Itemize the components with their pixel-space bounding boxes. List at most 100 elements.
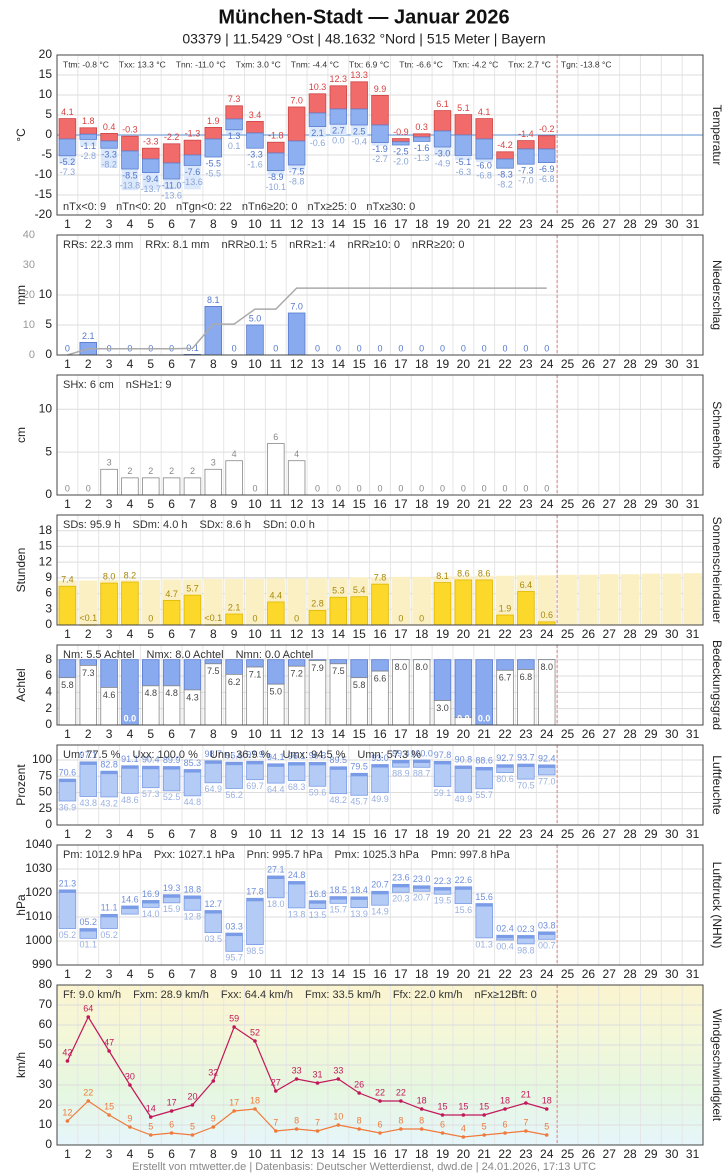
x-tick-label: 2 (85, 727, 92, 741)
point (503, 1131, 507, 1135)
x-tick-label: 24 (540, 217, 554, 231)
value-label: 12 (62, 1107, 72, 1117)
x-tick-label: 17 (394, 357, 408, 371)
ground-min-label: 0.0 (332, 136, 345, 146)
value-label: 4 (461, 1123, 466, 1133)
possible-bar (245, 578, 265, 625)
point (503, 1107, 507, 1111)
x-tick-label: 5 (147, 357, 154, 371)
bar (246, 324, 264, 356)
max-label: 91.1 (121, 754, 139, 764)
min-label: -7.5 (289, 166, 305, 176)
min-label: 59.1 (434, 788, 452, 798)
value-label: 15 (458, 1101, 468, 1111)
max-label: 24.8 (288, 870, 306, 880)
max-label: 90.4 (142, 755, 160, 765)
value-label: 59 (229, 1013, 239, 1023)
x-tick-label: 21 (478, 497, 492, 511)
min-label: 1.3 (228, 131, 241, 141)
point (399, 1127, 403, 1131)
x-tick-label: 5 (147, 627, 154, 641)
max-label: 1.8 (82, 116, 95, 126)
x-tick-label: 6 (168, 357, 175, 371)
x-tick-label: 26 (582, 827, 596, 841)
value-label: 18 (417, 1095, 427, 1105)
max-label: 18.4 (350, 885, 368, 895)
value-label: 0 (357, 343, 362, 353)
ground-min-label: -2.7 (372, 154, 388, 164)
y-tick-label: 100 (32, 752, 52, 766)
x-tick-label: 7 (189, 727, 196, 741)
min-label: 48.2 (330, 795, 348, 805)
lower-bar (308, 112, 327, 127)
range-bar (287, 881, 306, 909)
min-label: 55.7 (475, 790, 493, 800)
bar (225, 460, 243, 496)
ground-min-bar (184, 165, 201, 190)
x-tick-label: 29 (644, 827, 658, 841)
range-top (163, 766, 180, 770)
min-label: -8.3 (497, 170, 513, 180)
side-label: Luftdruck (NHN) (710, 862, 724, 949)
max-label: 4.1 (61, 107, 74, 117)
x-tick-label: 8 (210, 497, 217, 511)
x-tick-label: 26 (582, 727, 596, 741)
x-tick-label: 14 (332, 1147, 346, 1161)
max-label: 13.3 (350, 70, 368, 80)
value-label: 0 (148, 613, 153, 623)
upper-bar (246, 121, 264, 134)
value-label: 8.6 (478, 568, 491, 578)
x-tick-label: 10 (248, 627, 262, 641)
range-top (59, 779, 76, 783)
ground-min-label: 0.1 (228, 141, 241, 151)
x-tick-label: 25 (561, 1147, 575, 1161)
x-tick-label: 25 (561, 967, 575, 981)
stat: SHx: 6 cm (63, 379, 114, 391)
x-tick-label: 30 (665, 627, 679, 641)
value-label: 9 (211, 1113, 216, 1123)
x-tick-label: 1 (64, 827, 71, 841)
range-bar (371, 764, 389, 793)
x-tick-label: 26 (582, 1147, 596, 1161)
lower-bar (475, 138, 493, 160)
min-label: 2.5 (353, 126, 366, 136)
min-label: -1.6 (414, 143, 430, 153)
min-label: 49.9 (455, 794, 473, 804)
x-tick-label: 7 (189, 497, 196, 511)
upper-bar (350, 81, 368, 110)
min-label: 20.7 (413, 893, 431, 903)
lower-bar (225, 118, 243, 131)
max-label: 23.0 (413, 874, 431, 884)
min-label: -8.5 (122, 170, 138, 180)
range-top (392, 884, 410, 888)
x-tick-label: 30 (665, 967, 679, 981)
possible-bar (641, 573, 661, 625)
value-label: 26 (354, 1079, 364, 1089)
upper-bar (475, 118, 493, 140)
lower-bar (58, 138, 77, 157)
value-label: 0 (315, 483, 320, 493)
value-label: 6.2 (228, 677, 241, 687)
y-tick-label: 0 (45, 127, 52, 141)
min-label: -6.9 (539, 164, 555, 174)
max-label: 02.4 (496, 924, 514, 934)
bar (225, 613, 243, 626)
range-bar (350, 772, 368, 796)
value-label: 7.5 (332, 666, 345, 676)
x-tick-label: 11 (270, 357, 283, 371)
range-top (288, 881, 305, 885)
x-tick-label: 8 (210, 357, 217, 371)
x-tick-label: 4 (127, 497, 134, 511)
range-bar (204, 760, 223, 784)
lower-bar (392, 141, 410, 146)
max-label: 70.6 (59, 767, 77, 777)
x-tick-label: 18 (415, 967, 429, 981)
lower-bar (412, 136, 431, 142)
value-label: 5.8 (61, 680, 74, 690)
x-tick-label: 28 (623, 967, 637, 981)
min-label: 15.6 (455, 905, 473, 915)
min-label: -7.3 (518, 166, 534, 176)
stat: nTn<0: 20 (116, 201, 166, 213)
bar (454, 579, 473, 626)
bar (433, 582, 452, 626)
